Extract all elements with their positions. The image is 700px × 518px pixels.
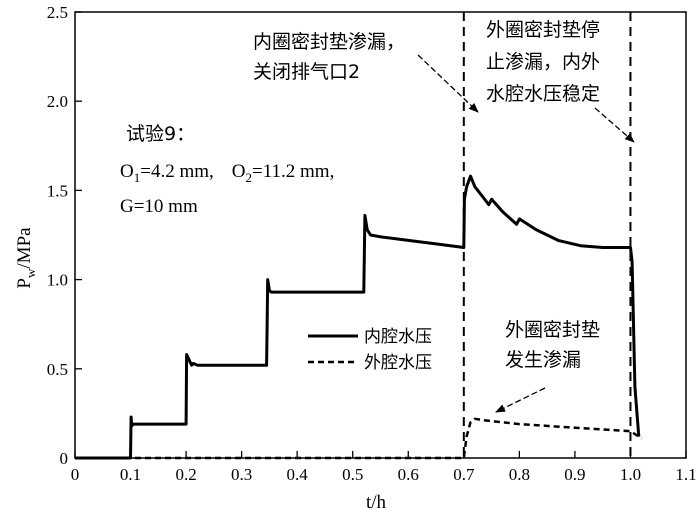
y-tick-label: 2.0 <box>47 92 68 111</box>
annotation-outer-stop-line3: 水腔水压稳定 <box>486 83 600 105</box>
y-tick-label: 1.5 <box>47 181 68 200</box>
x-tick-label: 0.1 <box>120 465 141 484</box>
x-tick-label: 0.4 <box>287 465 309 484</box>
x-tick-label: 0.3 <box>231 465 252 484</box>
param-g: G=10 mm <box>120 196 198 217</box>
annotation-inner-leak-line2: 关闭排气口2 <box>253 61 360 83</box>
y-tick-label: 1.0 <box>47 271 68 290</box>
param-o2-sub: 2 <box>246 170 253 185</box>
svg-text:Pw/MPa: Pw/MPa <box>14 227 38 289</box>
test-title: 试验9： <box>126 123 195 145</box>
x-tick-label: 0.8 <box>509 465 530 484</box>
x-tick-label: 1.0 <box>620 465 641 484</box>
x-tick-label: 1.1 <box>675 465 696 484</box>
param-o1-sub: 1 <box>134 170 141 185</box>
axis-ticks <box>74 11 687 459</box>
y-tick-label: 2.5 <box>47 3 68 22</box>
axis-tick-labels: 0 0.1 0.2 0.3 0.4 0.5 0.6 0.7 0.8 0.9 1.0 1.1 0 0.5 1.… <box>47 3 697 484</box>
x-tick-label: 0.5 <box>342 465 363 484</box>
y-axis-title-unit: /MPa <box>14 227 35 269</box>
x-tick-label: 0.9 <box>564 465 585 484</box>
annotation-outer-leak-line1: 外圈密封垫 <box>505 319 600 341</box>
param-o1-o2: O1=4.2 mm, O2=11.2 mm, <box>120 161 334 185</box>
series-layer <box>75 174 643 460</box>
series-line-1 <box>75 417 643 460</box>
x-tick-label: 0.2 <box>175 465 196 484</box>
x-tick-label: 0 <box>71 465 80 484</box>
x-tick-label: 0.7 <box>453 465 475 484</box>
annotation-outer-stop-line2: 止渗漏，内外 <box>486 51 600 73</box>
x-tick-label: 0.6 <box>398 465 419 484</box>
param-o1-base: O <box>120 161 134 182</box>
legend-label-outer: 外腔水压 <box>364 353 432 373</box>
annotation-outer-leak-arrow <box>495 387 546 413</box>
param-o2-base: O <box>232 161 246 182</box>
plot-frame <box>74 11 687 459</box>
legend-label-inner: 内腔水压 <box>364 327 432 347</box>
annotation-inner-leak-arrow <box>417 54 479 113</box>
x-axis-title: t/h <box>366 492 387 513</box>
series-line-0 <box>75 174 641 460</box>
annotation-outer-stop-arrow <box>594 107 635 143</box>
y-axis-title-sub: w <box>23 268 38 278</box>
y-tick-label: 0.5 <box>47 360 68 379</box>
y-tick-label: 0 <box>60 449 69 468</box>
legend: 内腔水压 外腔水压 <box>308 327 432 373</box>
param-o1-value: =4.2 mm, <box>140 161 214 182</box>
annotation-inner-leak-line1: 内圈密封垫渗漏， <box>253 31 405 53</box>
y-axis-title: Pw/MPa <box>14 227 38 289</box>
annotation-outer-stop-line1: 外圈密封垫停 <box>486 19 600 41</box>
y-axis-title-main: P <box>14 278 35 289</box>
param-o2-value: =11.2 mm, <box>252 161 334 182</box>
annotation-outer-leak-line2: 发生渗漏 <box>505 349 581 371</box>
